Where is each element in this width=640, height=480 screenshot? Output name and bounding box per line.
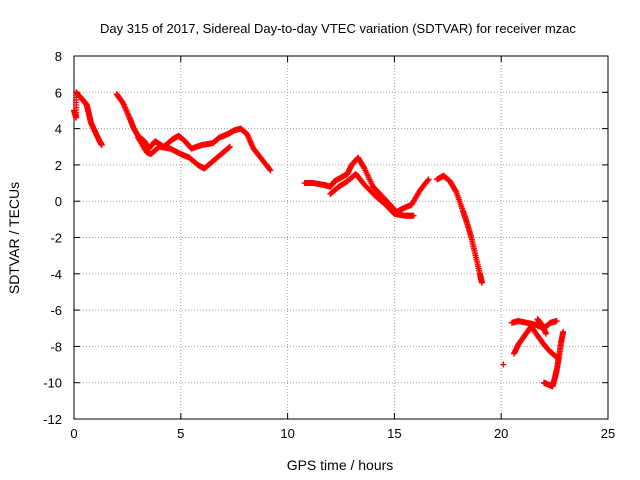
data-point [500, 361, 507, 368]
x-tick-label: 0 [70, 426, 77, 441]
data-point [226, 144, 233, 151]
data-point [267, 167, 274, 174]
data-points [71, 89, 567, 390]
x-tick-label: 15 [387, 426, 401, 441]
data-point [98, 141, 105, 148]
data-point [553, 317, 560, 324]
data-point [425, 176, 432, 183]
y-tick-label: -6 [50, 303, 62, 318]
y-tick-label: 4 [55, 122, 62, 137]
y-tick-label: 8 [55, 49, 62, 64]
y-axis-label: SDTVAR / TECUs [6, 182, 22, 294]
data-point [478, 279, 485, 286]
x-tick-label: 5 [177, 426, 184, 441]
y-tick-label: -4 [50, 267, 62, 282]
data-point [266, 166, 273, 173]
y-tick-label: -2 [50, 231, 62, 246]
chart-title: Day 315 of 2017, Sidereal Day-to-day VTE… [100, 21, 576, 36]
x-tick-label: 10 [280, 426, 294, 441]
data-point [410, 212, 417, 219]
data-point [424, 177, 431, 184]
y-tick-label: 0 [55, 194, 62, 209]
x-tick-label: 20 [494, 426, 508, 441]
x-tick-label: 25 [601, 426, 615, 441]
data-point [543, 330, 550, 337]
y-tick-label: -8 [50, 339, 62, 354]
x-axis-label: GPS time / hours [287, 457, 394, 473]
grid [74, 56, 608, 419]
y-tick-label: -12 [43, 412, 62, 427]
ticks: 0 5 10 15 20 25 -12 -10 -8 -6 -4 -2 0 2 4 6 8 [43, 49, 615, 441]
data-point [226, 143, 233, 150]
y-tick-label: 6 [55, 85, 62, 100]
data-point [560, 328, 567, 335]
y-tick-label: -10 [43, 376, 62, 391]
y-tick-label: 2 [55, 158, 62, 173]
